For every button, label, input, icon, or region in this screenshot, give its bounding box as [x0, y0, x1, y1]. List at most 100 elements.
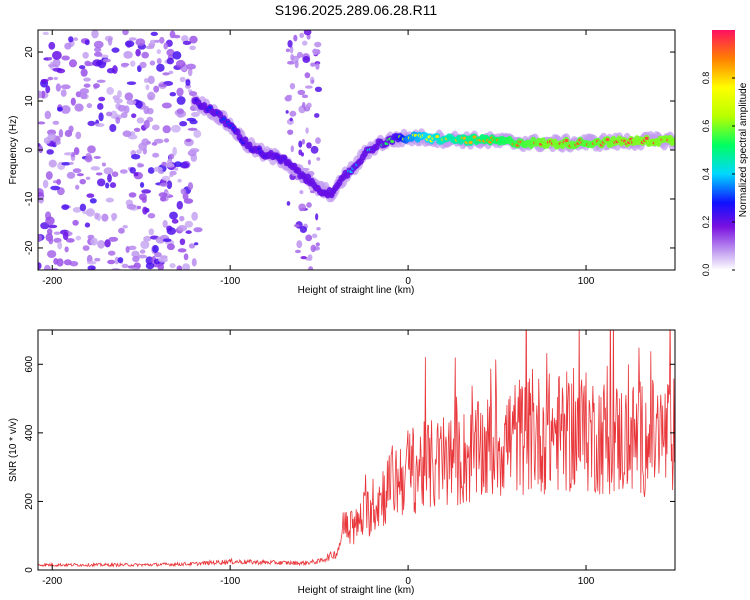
noise-blob: [191, 111, 200, 118]
noise-blob: [107, 250, 116, 256]
spectrogram-ytick-label: 0: [24, 147, 35, 153]
noise-blob: [120, 112, 128, 119]
noise-blob: [153, 85, 160, 93]
scatter-blob: [316, 157, 321, 161]
noise-blob: [111, 212, 118, 220]
noise-blob: [82, 210, 92, 215]
noise-blob: [189, 148, 200, 153]
scatter-blob: [315, 137, 321, 145]
noise-blob: [176, 200, 183, 210]
noise-blob: [61, 55, 70, 61]
scatter-blob: [298, 203, 306, 212]
noise-blob: [166, 57, 174, 65]
noise-blob: [53, 76, 58, 81]
scatter-blob: [301, 101, 306, 109]
snr-line: [38, 330, 675, 568]
colorbar-label: Normalized spectral amplitude: [738, 82, 749, 217]
noise-blob: [78, 65, 86, 70]
noise-blob: [111, 267, 121, 270]
noise-blob: [173, 34, 181, 39]
noise-blob: [162, 125, 171, 134]
noise-blob: [146, 140, 152, 145]
noise-blob: [105, 111, 113, 117]
noise-blob: [109, 182, 117, 189]
noise-blob: [101, 162, 106, 167]
noise-blob: [150, 31, 158, 36]
noise-blob: [73, 37, 79, 41]
noise-blob: [48, 237, 54, 245]
noise-blob: [154, 251, 162, 258]
noise-blob: [158, 192, 168, 198]
noise-blob: [154, 39, 161, 43]
scatter-blob: [294, 60, 299, 69]
noise-blob: [128, 37, 137, 41]
noise-blob: [166, 243, 175, 251]
noise-blob: [122, 130, 132, 138]
noise-blob: [179, 161, 190, 169]
noise-blob: [79, 203, 87, 212]
scatter-blob: [287, 39, 293, 48]
noise-blob: [90, 237, 98, 246]
trace-blob: [671, 137, 675, 145]
noise-blob: [120, 62, 129, 68]
trace-core: [221, 117, 226, 121]
noise-blob: [131, 250, 140, 258]
noise-blob: [122, 225, 128, 229]
noise-blob: [86, 103, 93, 109]
noise-blob: [187, 67, 193, 77]
noise-blob: [69, 161, 74, 165]
colorbar-tick-label: 0.0: [701, 264, 711, 277]
noise-blob: [139, 249, 146, 254]
noise-blob: [148, 228, 155, 236]
noise-blob: [162, 238, 172, 243]
noise-blob: [137, 163, 145, 168]
noise-blob: [175, 59, 186, 68]
noise-blob: [125, 246, 130, 253]
scatter-blob: [297, 89, 306, 96]
noise-blob: [166, 48, 175, 57]
spectrogram-ytick-label: -20: [24, 240, 35, 255]
scatter-blob: [296, 240, 303, 249]
noise-blob: [72, 219, 79, 226]
noise-blob: [147, 167, 155, 174]
spectrogram-xtick-label: 0: [405, 276, 411, 287]
noise-blob: [188, 243, 196, 249]
noise-blob: [186, 63, 196, 70]
snr-frame: [37, 329, 676, 571]
noise-blob: [129, 60, 136, 67]
noise-blob: [87, 145, 96, 154]
noise-blob: [133, 172, 139, 177]
noise-blob: [83, 83, 91, 88]
noise-blob: [94, 212, 99, 220]
noise-blob: [185, 138, 192, 143]
noise-blob: [147, 75, 155, 85]
noise-blob: [75, 235, 82, 241]
noise-blob: [42, 31, 49, 36]
scatter-blob: [305, 234, 313, 242]
noise-blob: [115, 116, 121, 124]
noise-blob: [55, 83, 62, 92]
noise-blob: [45, 216, 55, 226]
noise-blob: [83, 77, 91, 82]
noise-blob: [51, 50, 62, 60]
noise-blob: [187, 127, 198, 131]
noise-blob: [193, 129, 202, 138]
noise-blob: [185, 230, 192, 234]
noise-blob: [65, 238, 75, 243]
scatter-blob: [312, 48, 318, 54]
trace-core: [605, 137, 610, 142]
noise-blob: [141, 51, 149, 59]
snr-xtick-label: 100: [578, 576, 595, 587]
scatter-blob: [310, 244, 317, 253]
noise-blob: [174, 167, 179, 171]
scatter-blob: [301, 138, 305, 145]
noise-blob: [152, 245, 159, 253]
snr-axes: -200 -100 0 100 0 200 400 600: [24, 330, 675, 587]
spectrogram-ytick-label: 20: [24, 46, 35, 58]
noise-blob: [47, 228, 53, 236]
trace-core: [282, 156, 287, 160]
noise-blob: [52, 67, 63, 72]
scatter-blob: [299, 226, 308, 233]
